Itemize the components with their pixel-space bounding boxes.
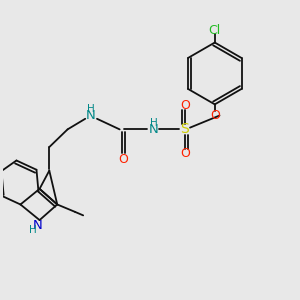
Text: S: S xyxy=(180,122,189,136)
Text: N: N xyxy=(149,123,158,136)
Text: O: O xyxy=(118,153,128,166)
Text: O: O xyxy=(181,147,190,160)
Text: Cl: Cl xyxy=(209,24,221,37)
Text: N: N xyxy=(86,109,96,122)
Text: H: H xyxy=(150,118,158,128)
Text: H: H xyxy=(87,104,94,114)
Text: N: N xyxy=(32,220,42,232)
Text: O: O xyxy=(181,99,190,112)
Text: O: O xyxy=(210,109,220,122)
Text: H: H xyxy=(29,225,37,235)
